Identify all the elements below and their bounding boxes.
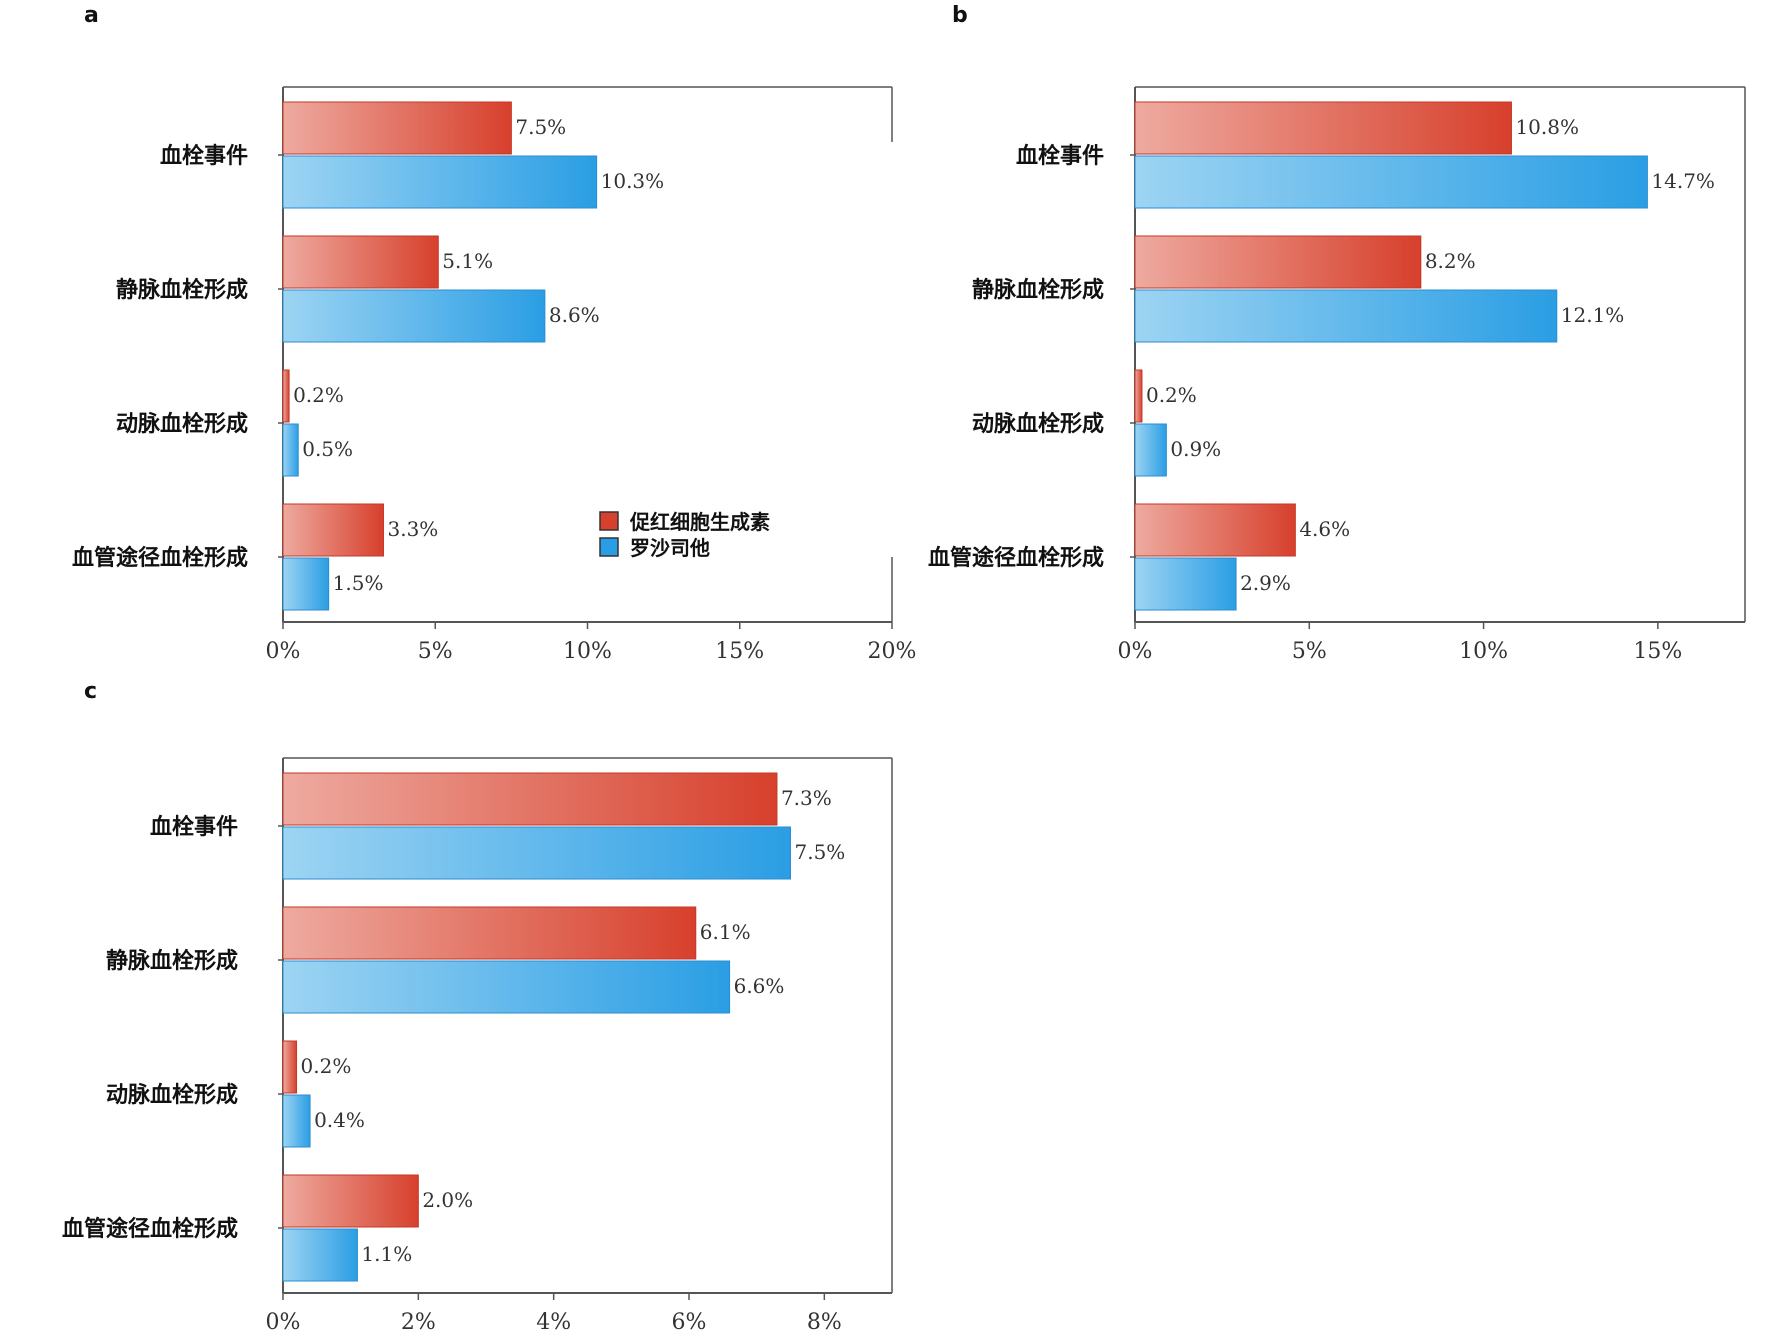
category-label: 血管途径血栓形成	[62, 1216, 238, 1242]
category-label: 静脉血栓形成	[106, 948, 238, 974]
legend-swatch-roxadustat	[599, 537, 619, 557]
data-label-roxadustat: 14.7%	[1651, 169, 1715, 193]
bar-epo	[282, 503, 384, 557]
data-label-epo: 7.3%	[781, 786, 832, 810]
data-label-epo: 2.0%	[422, 1188, 473, 1212]
bar-roxadustat	[282, 1228, 358, 1282]
data-label-roxadustat: 0.9%	[1170, 437, 1221, 461]
category-label: 血管途径血栓形成	[928, 545, 1104, 571]
data-label-roxadustat: 8.6%	[549, 303, 600, 327]
panel-label-a: a	[84, 3, 99, 28]
data-label-epo: 6.1%	[700, 920, 751, 944]
bar-epo	[1134, 369, 1143, 423]
data-label-epo: 5.1%	[442, 249, 493, 273]
bar-epo	[282, 906, 697, 960]
x-tick-label: 2%	[401, 1310, 436, 1335]
bar-epo	[1134, 503, 1296, 557]
data-label-epo: 10.8%	[1515, 115, 1579, 139]
bar-roxadustat	[282, 1094, 311, 1148]
bar-roxadustat	[282, 960, 731, 1014]
category-label: 血管途径血栓形成	[72, 545, 248, 571]
data-label-roxadustat: 10.3%	[601, 169, 665, 193]
x-tick-label: 0%	[1118, 639, 1153, 664]
category-label: 血栓事件	[150, 814, 238, 840]
x-tick-label: 6%	[672, 1310, 707, 1335]
legend-swatch-epo	[599, 511, 619, 531]
bar-epo	[282, 101, 512, 155]
chart-panel-a: 0% 5% 10% 15% 20% 血栓事件 7.5% 10.3% 静脉血栓形成 5.1% 8.6%…	[72, 86, 917, 664]
data-label-epo: 7.5%	[515, 115, 566, 139]
x-tick-label: 15%	[1633, 639, 1682, 664]
bar-roxadustat	[1134, 289, 1558, 343]
bar-epo	[1134, 101, 1512, 155]
category-label: 动脉血栓形成	[116, 411, 248, 437]
category-label: 动脉血栓形成	[972, 411, 1104, 437]
chart-panel-c: 0% 2% 4% 6% 8% 血栓事件 7.3% 7.5% 静脉血栓形成 6.1% 6.6% 动脉血栓…	[62, 757, 893, 1335]
data-label-roxadustat: 7.5%	[795, 840, 846, 864]
bar-epo	[282, 235, 439, 289]
x-tick-label: 10%	[563, 639, 612, 664]
bar-roxadustat	[282, 826, 791, 880]
x-tick-label: 0%	[266, 639, 301, 664]
x-tick-label: 0%	[266, 1310, 301, 1335]
data-label-epo: 8.2%	[1425, 249, 1476, 273]
bar-epo	[1134, 235, 1422, 289]
x-tick-label: 5%	[418, 639, 453, 664]
x-tick-label: 15%	[715, 639, 764, 664]
bar-roxadustat	[282, 423, 299, 477]
panel-label-b: b	[952, 3, 968, 28]
legend-label-roxadustat: 罗沙司他	[630, 536, 710, 560]
bar-roxadustat	[1134, 423, 1167, 477]
category-label: 静脉血栓形成	[972, 277, 1104, 303]
bar-roxadustat	[1134, 155, 1648, 209]
x-tick-label: 20%	[868, 639, 917, 664]
data-label-roxadustat: 6.6%	[734, 974, 785, 998]
bar-epo	[282, 1040, 298, 1094]
legend-label-epo: 促红细胞生成素	[629, 510, 770, 534]
x-tick-label: 4%	[536, 1310, 571, 1335]
x-tick-label: 5%	[1292, 639, 1327, 664]
bar-roxadustat	[282, 289, 546, 343]
data-label-epo: 4.6%	[1299, 517, 1350, 541]
data-label-roxadustat: 12.1%	[1561, 303, 1625, 327]
bar-epo	[282, 1174, 419, 1228]
bar-roxadustat	[282, 155, 598, 209]
data-label-roxadustat: 2.9%	[1240, 571, 1291, 595]
data-label-epo: 0.2%	[293, 383, 344, 407]
data-label-roxadustat: 0.4%	[314, 1108, 365, 1132]
data-label-epo: 0.2%	[301, 1054, 352, 1078]
data-label-roxadustat: 1.5%	[333, 571, 384, 595]
data-label-roxadustat: 1.1%	[361, 1242, 412, 1266]
category-label: 血栓事件	[1016, 143, 1104, 169]
category-label: 静脉血栓形成	[116, 277, 248, 303]
bar-roxadustat	[1134, 557, 1237, 611]
panel-label-c: c	[84, 679, 97, 704]
data-label-epo: 3.3%	[387, 517, 438, 541]
category-label: 动脉血栓形成	[106, 1082, 238, 1108]
chart-panel-b: 0% 5% 10% 15% 血栓事件 10.8% 14.7% 静脉血栓形成 8.2% 12.1% 动…	[928, 86, 1746, 664]
data-label-epo: 0.2%	[1146, 383, 1197, 407]
bar-epo	[282, 369, 290, 423]
bar-roxadustat	[282, 557, 330, 611]
x-tick-label: 10%	[1459, 639, 1508, 664]
category-label: 血栓事件	[160, 143, 248, 169]
bar-epo	[282, 772, 778, 826]
data-label-roxadustat: 0.5%	[302, 437, 353, 461]
x-tick-label: 8%	[807, 1310, 842, 1335]
